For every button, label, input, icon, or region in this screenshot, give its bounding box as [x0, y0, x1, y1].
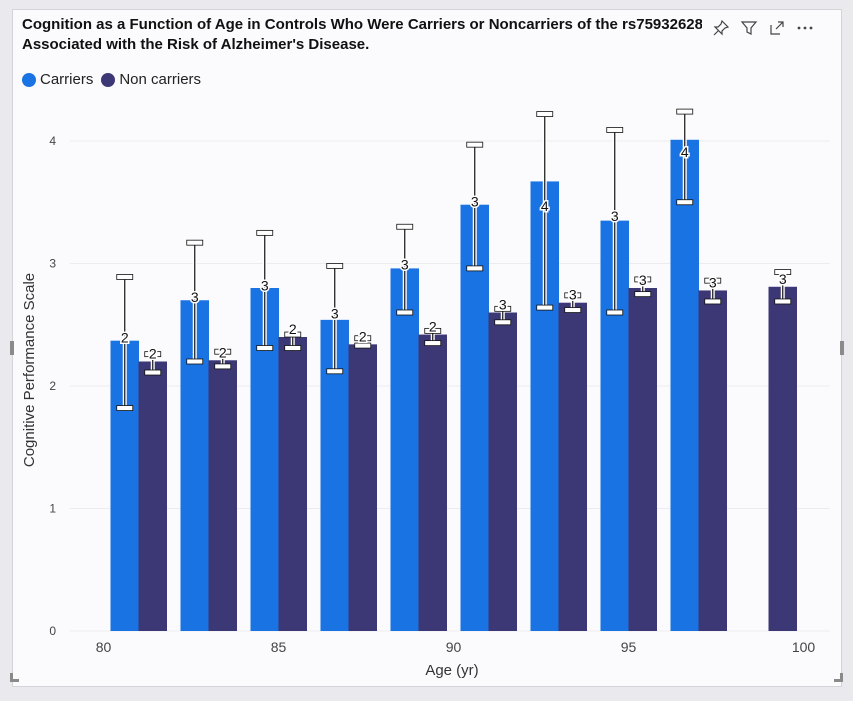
- legend-label-carriers: Carriers: [40, 71, 94, 88]
- pin-icon[interactable]: [710, 17, 732, 39]
- focus-mode-icon[interactable]: [766, 17, 788, 39]
- resize-handle-right[interactable]: [840, 341, 844, 355]
- resize-handle-bottom-left[interactable]: [10, 679, 19, 682]
- chart-title-line-1: Cognition as a Function of Age in Contro…: [22, 16, 702, 33]
- legend-item-noncarriers[interactable]: Non carriers: [101, 71, 201, 88]
- resize-handle-left[interactable]: [10, 341, 14, 355]
- chart-visual-container[interactable]: [12, 9, 842, 687]
- legend-item-carriers[interactable]: Carriers: [22, 71, 93, 88]
- resize-handle-bottom-right-v[interactable]: [840, 673, 843, 682]
- legend-dot-carriers: [22, 72, 36, 87]
- legend-label-noncarriers: Non carriers: [119, 71, 202, 88]
- legend-dot-noncarriers: [101, 72, 116, 87]
- filter-icon[interactable]: [738, 17, 760, 39]
- chart-title-line-2: Associated with the Risk of Alzheimer's …: [22, 36, 370, 53]
- chart-legend: Carriers Non carriers: [22, 71, 201, 88]
- chart-title: Cognition as a Function of Age in Contro…: [22, 15, 702, 55]
- visual-header-icons: [706, 17, 816, 39]
- resize-handle-bottom-left-v[interactable]: [10, 673, 13, 682]
- resize-handle-bottom-right[interactable]: [834, 679, 843, 682]
- more-options-icon[interactable]: [794, 17, 816, 39]
